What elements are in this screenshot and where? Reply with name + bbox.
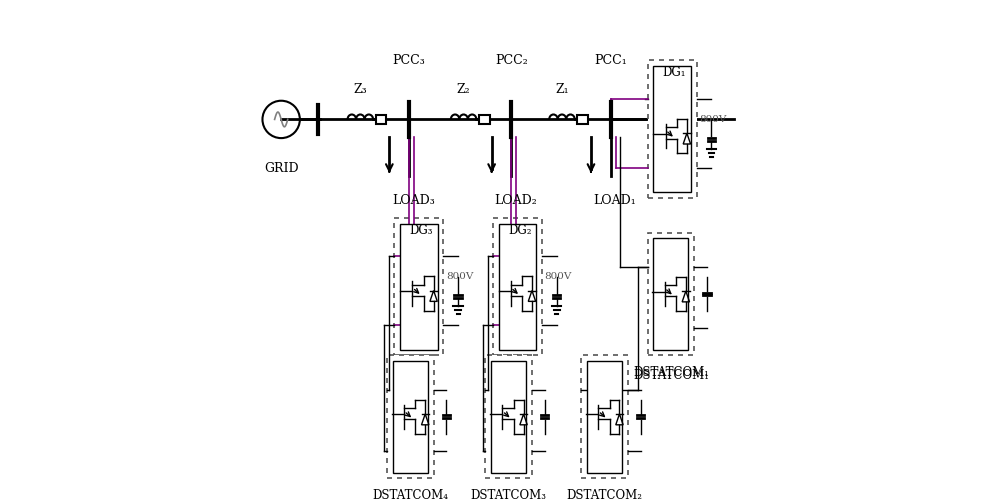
Text: DG₁: DG₁ <box>663 66 686 79</box>
Text: Z₂: Z₂ <box>457 83 470 97</box>
Bar <box>393 361 428 472</box>
Bar <box>648 232 694 356</box>
Text: DG₂: DG₂ <box>508 223 531 236</box>
Bar <box>491 361 526 472</box>
Bar <box>376 115 386 124</box>
Text: PCC₁: PCC₁ <box>594 54 627 67</box>
Text: DSTATCOM₂: DSTATCOM₂ <box>567 489 643 502</box>
Text: 800V: 800V <box>446 272 473 281</box>
Text: 800V: 800V <box>699 115 727 124</box>
Bar <box>581 356 628 478</box>
Bar <box>394 218 443 356</box>
Bar <box>387 356 434 478</box>
Text: LOAD₁: LOAD₁ <box>593 194 636 207</box>
Bar <box>653 66 691 192</box>
Text: PCC₃: PCC₃ <box>393 54 425 67</box>
Text: DSTATCOM₁: DSTATCOM₁ <box>633 366 709 379</box>
Bar <box>499 224 536 350</box>
Bar <box>479 115 490 124</box>
Bar <box>577 115 588 124</box>
Text: DG₃: DG₃ <box>410 223 433 236</box>
Text: DSTATCOM₃: DSTATCOM₃ <box>471 489 547 502</box>
Text: LOAD₃: LOAD₃ <box>392 194 435 207</box>
Bar <box>493 218 542 356</box>
Text: DSTATCOM₄: DSTATCOM₄ <box>372 489 448 502</box>
Text: Z₃: Z₃ <box>354 83 367 97</box>
Bar <box>485 356 532 478</box>
Text: LOAD₂: LOAD₂ <box>494 194 537 207</box>
Text: 800V: 800V <box>544 272 572 281</box>
Bar <box>653 238 688 350</box>
Text: GRID: GRID <box>264 162 298 175</box>
Text: DSTATCOM₁: DSTATCOM₁ <box>633 369 709 382</box>
Text: PCC₂: PCC₂ <box>495 54 528 67</box>
Bar <box>587 361 622 472</box>
Bar <box>648 60 697 198</box>
Text: Z₁: Z₁ <box>555 83 569 97</box>
Bar <box>400 224 438 350</box>
